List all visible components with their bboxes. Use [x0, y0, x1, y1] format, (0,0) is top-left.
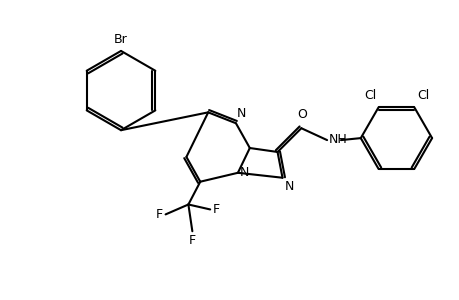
- Text: Cl: Cl: [416, 89, 429, 102]
- Text: F: F: [155, 208, 162, 221]
- Text: NH: NH: [328, 133, 347, 146]
- Text: F: F: [188, 234, 196, 247]
- Text: N: N: [284, 180, 293, 193]
- Text: F: F: [213, 203, 220, 216]
- Text: Cl: Cl: [364, 89, 376, 102]
- Text: N: N: [236, 107, 246, 120]
- Text: N: N: [240, 166, 249, 179]
- Text: Br: Br: [114, 33, 128, 46]
- Text: O: O: [297, 108, 307, 121]
